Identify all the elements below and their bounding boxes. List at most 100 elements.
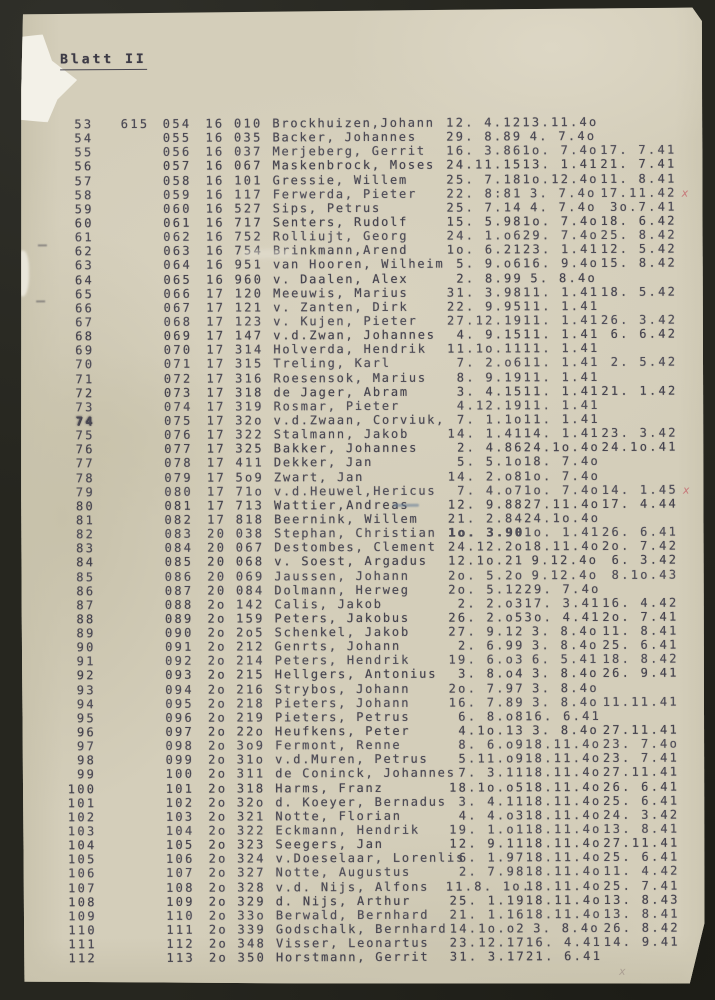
cell-born: 8. 9.19 [456, 369, 524, 385]
cell-camp: 2o 159 [207, 611, 265, 626]
cell-serial: 093 [165, 668, 194, 683]
cell-d2: 11. 1.41 [523, 284, 600, 299]
cell-name: Bakker, Johannes [273, 440, 419, 456]
cell-extra [94, 244, 150, 258]
cell-d3: 11.11.41 [602, 694, 679, 709]
cell-extra [95, 386, 151, 400]
cell-seq: 84 [76, 555, 96, 570]
cell-d3: 17.11.42 [600, 185, 677, 200]
cell-d3: 27.11.41 [602, 722, 680, 738]
cell-name: Visser, Leonartus [275, 935, 430, 951]
cell-d2: 13. 1.41 [522, 157, 599, 172]
cell-serial: 066 [163, 286, 193, 301]
cell-name: Treling, Karl [273, 356, 391, 371]
cell-d3: 27.11.41 [602, 765, 680, 780]
cell-d2: 1o. 7.4o [523, 482, 601, 497]
cell-seq: 57 [74, 173, 94, 188]
cell-extra [95, 598, 151, 612]
cell-serial: 108 [166, 880, 195, 895]
cell-d3: 26. 9.41 [602, 666, 679, 681]
cell-seq: 108 [68, 894, 97, 910]
cell-camp: 16 035 [205, 130, 263, 145]
cell-born: 19. 6.o3 [448, 652, 525, 667]
cell-d3: 2o. 7.41 [602, 609, 679, 624]
cell-born: 12. 9.11 [449, 836, 526, 851]
cell-camp: 2o 214 [207, 653, 265, 669]
cell-d2: 3. 8.4o [532, 680, 599, 695]
cell-born: 7. 4.o7 [457, 482, 525, 498]
page-title: Blatt II [60, 52, 147, 70]
cell-seq: 112 [68, 951, 98, 966]
cell-serial: 060 [163, 201, 192, 216]
cell-d2: 11. 1.41 [523, 383, 600, 398]
cell-seq: 55 [74, 145, 94, 160]
cell-d2: 9.12.4o [531, 567, 599, 582]
cell-serial: 076 [164, 427, 193, 442]
cell-born: 2. 2.o3 [457, 596, 525, 611]
cell-serial: 092 [165, 654, 194, 669]
cell-extra [97, 923, 153, 937]
cell-d3: 17. 4.44 [601, 496, 679, 511]
cell-seq: 78 [75, 470, 95, 485]
cell-seq: 102 [67, 810, 97, 825]
cell-d3 [596, 115, 676, 129]
cell-d3: 13. 8.43 [603, 892, 680, 907]
cell-seq: 95 [76, 711, 96, 726]
cell-born: 5. 9.o6 [456, 256, 524, 271]
cell-serial: 082 [164, 512, 194, 527]
cell-camp: 2o 328 [208, 880, 266, 895]
cell-d3: 24.1o.41 [601, 439, 678, 455]
cell-camp: 16 117 [205, 187, 263, 202]
cell-name: v. Zanten, Dirk [273, 299, 409, 315]
cell-born: 16. 3.86 [446, 143, 523, 158]
cell-extra [94, 202, 150, 216]
cell-d3 [597, 270, 677, 284]
cell-serial: 055 [162, 130, 192, 146]
cell-serial: 107 [166, 866, 195, 881]
cell-name: Berwald, Bernhard [275, 907, 430, 923]
cell-seq: 64 [74, 272, 95, 287]
cell-seq: 60 [74, 216, 94, 231]
cell-serial: 094 [165, 682, 194, 697]
cell-d3 [598, 412, 678, 426]
cell-d2: 16. 6.41 [524, 708, 602, 724]
margin-mark [38, 244, 47, 246]
cell-extra [94, 159, 150, 173]
cell-extra [95, 485, 151, 499]
cell-name: Hellgers, Antonius [274, 667, 438, 682]
cell-d3 [596, 129, 676, 143]
cell-extra [94, 216, 150, 230]
cell-born: 21. 2.84 [447, 511, 525, 526]
cell-name: Holverda, Hendrik [273, 341, 427, 357]
cell-d2: 6. 5.41 [531, 652, 599, 667]
cell-d3: 14. 1.45 [601, 482, 678, 497]
cell-camp: 2o 318 [208, 781, 266, 796]
cell-d2: 18.11.4o [525, 737, 602, 752]
cell-d3: 24. 3.42 [603, 807, 680, 822]
cell-camp: 2o 32o [208, 795, 266, 810]
cell-d2: 9.12.4o [531, 553, 599, 568]
cell-camp: 2o 3o9 [208, 738, 266, 753]
cell-extra [93, 145, 149, 159]
cell-serial: 080 [164, 484, 194, 499]
cell-extra [96, 796, 152, 810]
cell-d3: 6. 3.42 [611, 552, 679, 568]
cell-extra [96, 753, 152, 767]
cell-extra [95, 428, 151, 442]
cell-d2: 11. 1.41 [523, 397, 600, 413]
cell-serial: 099 [165, 753, 195, 768]
cell-d2: 5. 8.4o [530, 270, 598, 285]
cell-d2: 18.11.4o [525, 765, 602, 780]
cell-d3: 11. 8.41 [600, 171, 677, 186]
cell-d2: 18.11.4o [525, 892, 602, 908]
cell-extra [96, 683, 152, 697]
cell-d2: 3o. 4.41 [524, 609, 601, 625]
cell-name: Ferwerda, Pieter [272, 186, 418, 202]
cell-seq: 101 [67, 795, 97, 811]
cell-extra [96, 725, 152, 739]
cell-serial: 095 [165, 696, 194, 711]
cell-extra [95, 569, 151, 583]
torn-paper-patch [11, 34, 77, 122]
cell-born: 4.1o.13 [458, 723, 526, 738]
cell-born: 3. 4.15 [456, 383, 524, 399]
